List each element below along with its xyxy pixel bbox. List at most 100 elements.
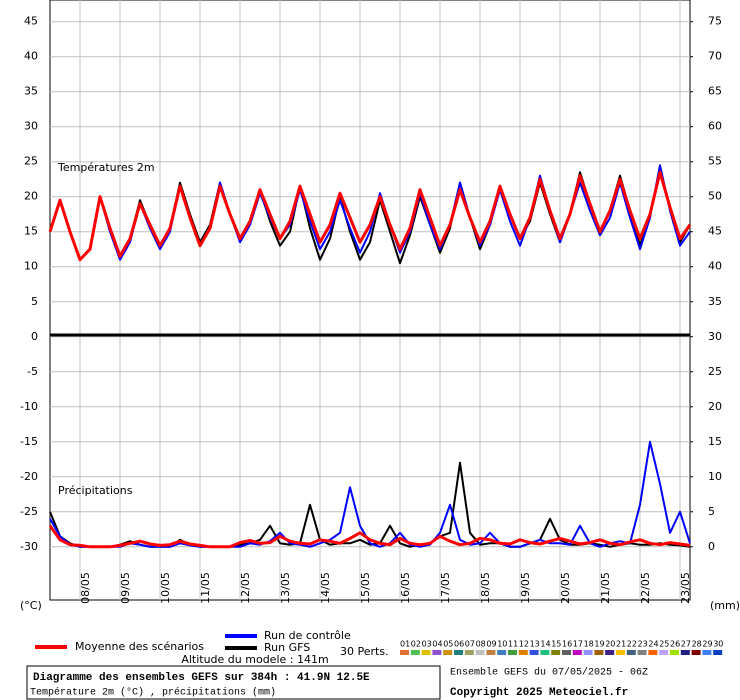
run-info: Ensemble GEFS du 07/05/2025 - 06Z	[450, 667, 648, 679]
y-tick-label: -15	[20, 435, 38, 448]
x-tick-label: 17/05	[439, 572, 452, 604]
member-label: 30	[713, 640, 723, 649]
member-swatch	[616, 650, 625, 655]
x-tick-label: 08/05	[79, 572, 92, 604]
member-swatch	[713, 650, 723, 655]
member-label: 11	[508, 640, 518, 649]
member-label: 12	[519, 640, 529, 649]
member-swatch	[443, 650, 453, 655]
legend-label: Moyenne des scénarios	[75, 640, 204, 653]
x-tick-label: 19/05	[519, 572, 532, 604]
member-label: 04	[432, 640, 442, 649]
member-label: 25	[659, 640, 669, 649]
member-label: 18	[584, 640, 594, 649]
member-swatch	[691, 650, 701, 655]
member-label: 19	[594, 640, 604, 649]
member-swatch	[540, 650, 550, 655]
member-label: 14	[540, 640, 550, 649]
member-swatch	[551, 650, 561, 655]
footer-title: Diagramme des ensembles GEFS sur 384h : …	[33, 672, 370, 684]
footer-box	[26, 665, 441, 700]
y2-tick-label: 15	[708, 435, 722, 448]
member-label: 23	[638, 640, 648, 649]
y-tick-label: 5	[31, 295, 38, 308]
member-swatch	[702, 650, 712, 655]
member-swatch	[400, 650, 409, 655]
member-swatch	[626, 650, 636, 655]
member-swatch	[421, 650, 431, 655]
legend-label: Run de contrôle	[264, 629, 351, 642]
temperature-panel-label: Températures 2m	[57, 161, 155, 174]
member-label: 03	[422, 640, 432, 649]
legend-label: Run GFS	[264, 641, 310, 654]
x-tick-label: 10/05	[159, 572, 172, 604]
y-tick-label: 25	[24, 155, 38, 168]
y-tick-label: -25	[20, 505, 38, 518]
y2-tick-label: 55	[708, 155, 722, 168]
member-label: 10	[497, 640, 507, 649]
y-tick-label: -5	[27, 365, 38, 378]
x-tick-label: 13/05	[279, 572, 292, 604]
member-label: 15	[551, 640, 561, 649]
member-swatch	[486, 650, 496, 655]
member-label: 26	[670, 640, 680, 649]
series-line	[49, 440, 691, 548]
y2-tick-label: 45	[708, 225, 722, 238]
altitude-label: Altitude du modele : 141m	[181, 653, 328, 666]
member-swatch	[583, 650, 593, 655]
member-label: 28	[692, 640, 702, 649]
member-swatch	[648, 650, 658, 655]
x-tick-label: 14/05	[319, 572, 332, 604]
plot-frame	[49, 0, 691, 601]
member-swatch	[594, 650, 604, 655]
y2-tick-label: 60	[708, 120, 722, 133]
member-swatch	[529, 650, 539, 655]
y-tick-label: -10	[20, 400, 38, 413]
member-swatch	[475, 650, 485, 655]
member-label: 05	[443, 640, 453, 649]
y2-axis-label: (mm)	[710, 599, 740, 612]
x-tick-label: 20/05	[559, 572, 572, 604]
x-tick-label: 15/05	[359, 572, 372, 604]
member-swatch	[562, 650, 571, 655]
members-label: 30 Perts.	[340, 645, 389, 658]
series-line	[48, 524, 691, 549]
member-label: 06	[454, 640, 464, 649]
footer-subtitle: Température 2m (°C) , précipitations (mm…	[30, 687, 276, 699]
x-tick-label: 22/05	[639, 572, 652, 604]
y-tick-label: 40	[24, 50, 38, 63]
member-swatch	[464, 650, 474, 655]
y2-tick-label: 40	[708, 260, 722, 273]
y-tick-label: 35	[24, 85, 38, 98]
member-label: 08	[476, 640, 486, 649]
y-tick-label: 10	[24, 260, 38, 273]
member-label: 13	[530, 640, 540, 649]
y-tick-label: 20	[24, 190, 38, 203]
member-swatch	[454, 650, 463, 655]
y2-tick-label: 65	[708, 85, 722, 98]
x-tick-label: 18/05	[479, 572, 492, 604]
member-label: 09	[486, 640, 496, 649]
member-swatch	[497, 650, 507, 655]
member-swatch	[670, 650, 679, 655]
member-swatch	[518, 650, 528, 655]
y2-tick-label: 25	[708, 365, 722, 378]
member-label: 24	[648, 640, 658, 649]
copyright: Copyright 2025 Meteociel.fr	[450, 687, 628, 699]
member-label: 22	[627, 640, 637, 649]
member-label: 16	[562, 640, 572, 649]
member-label: 21	[616, 640, 626, 649]
member-label: 29	[702, 640, 712, 649]
member-swatch	[410, 650, 420, 655]
series-line	[48, 170, 692, 262]
y2-tick-label: 30	[708, 330, 722, 343]
member-swatch	[680, 650, 690, 655]
member-swatch	[605, 650, 615, 655]
member-swatch	[432, 650, 442, 655]
y-tick-label: 45	[24, 15, 38, 28]
member-swatch	[659, 650, 669, 655]
x-tick-label: 12/05	[239, 572, 252, 604]
series-lines	[48, 164, 692, 549]
x-tick-label: 16/05	[399, 572, 412, 604]
